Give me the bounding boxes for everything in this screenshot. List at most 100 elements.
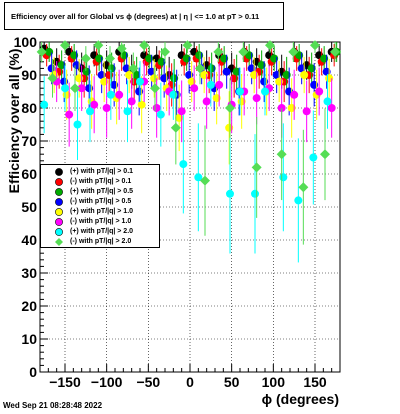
legend-label: (-) with pT/|q| > 2.0 [70, 238, 132, 245]
data-point [213, 46, 224, 57]
legend-item: (+) with pT/|q| > 2.0 [41, 227, 159, 237]
legend-label: (-) with pT/|q| > 0.5 [70, 198, 132, 205]
y-tick-label: 0 [29, 364, 37, 380]
data-point [40, 100, 49, 109]
y-tick-label: 50 [21, 199, 37, 215]
data-point [137, 100, 146, 109]
data-point [200, 175, 210, 186]
y-tick-label: 90 [21, 67, 37, 83]
data-point [136, 77, 144, 86]
legend-marker-icon [55, 238, 63, 246]
x-tick-label: 100 [262, 374, 286, 390]
legend-marker-icon [55, 188, 63, 196]
legend-marker-icon [55, 168, 63, 176]
data-point [139, 40, 150, 51]
data-point [320, 149, 330, 160]
x-axis-label: ϕ (degrees) [261, 391, 339, 407]
legend-marker-shape [55, 178, 63, 186]
data-point [106, 90, 115, 99]
axes: 0 10 20 30 40 50 60 70 80 90 100 −150 −100 −50 0 50 100 1… [14, 34, 341, 390]
data-point [60, 40, 70, 51]
data-point [276, 149, 287, 160]
data-point [128, 63, 139, 74]
data-point [252, 94, 261, 103]
data-point [182, 40, 193, 51]
data-point [294, 196, 303, 205]
legend-label: (+) with pT/|q| > 1.0 [70, 208, 134, 215]
data-point [330, 46, 340, 57]
data-point [277, 104, 286, 112]
data-point [177, 107, 186, 116]
data-point [115, 90, 124, 99]
x-tick-label: −150 [49, 374, 81, 390]
data-point [47, 73, 58, 84]
data-point [279, 173, 288, 182]
data-point [105, 53, 115, 64]
legend-marker-shape [55, 228, 63, 236]
data-point [300, 71, 309, 79]
data-point [206, 80, 215, 89]
data-point [170, 122, 181, 133]
legend-marker-icon [55, 178, 63, 186]
data-point [327, 104, 336, 112]
legend-item: (-) with pT/|q| > 0.1 [41, 177, 159, 187]
data-point [179, 160, 188, 169]
legend: (+) with pT/|q| > 0.1 (-) with pT/|q| > … [40, 164, 160, 248]
data-point [302, 107, 311, 116]
data-point [116, 43, 127, 54]
data-point [127, 97, 136, 106]
legend-marker-shape [55, 208, 63, 216]
y-tick-label: 60 [21, 166, 37, 182]
data-point [251, 162, 262, 173]
legend-marker-shape [55, 238, 63, 246]
data-point [236, 87, 244, 96]
data-point [265, 40, 275, 51]
data-point [323, 97, 332, 106]
legend-item: (-) with pT/|q| > 1.0 [41, 217, 159, 227]
legend-label: (+) with pT/|q| > 0.1 [70, 168, 134, 175]
legend-label: (+) with pT/|q| > 2.0 [70, 228, 134, 235]
legend-marker-shape [55, 168, 63, 176]
data-point [222, 67, 231, 76]
series [36, 40, 340, 245]
data-point [288, 46, 299, 57]
x-tick-label: −100 [91, 374, 123, 390]
legend-item: (+) with pT/|q| > 0.1 [41, 167, 159, 177]
data-point [238, 46, 249, 57]
x-tick-label: 150 [303, 374, 327, 390]
data-point [156, 110, 165, 119]
legend-label: (-) with pT/|q| > 0.1 [70, 178, 132, 185]
series [40, 61, 332, 263]
data-point [202, 97, 211, 106]
legend-label: (-) with pT/|q| > 1.0 [70, 218, 132, 225]
data-point [80, 53, 91, 64]
legend-marker-shape [55, 188, 63, 196]
x-tick-label: −50 [136, 374, 160, 390]
data-point [73, 120, 82, 129]
data-point [122, 64, 131, 73]
timestamp: Wed Sep 21 08:28:48 2022 [3, 401, 103, 410]
legend-marker-icon [55, 218, 63, 226]
chart-title: Efficiency over all for Global vs ϕ (deg… [11, 12, 260, 21]
legend-marker-shape [55, 198, 63, 206]
data-point [261, 87, 269, 96]
x-tick-label: 50 [224, 374, 240, 390]
legend-item: (-) with pT/|q| > 2.0 [41, 237, 159, 247]
chart-title-box: Efficiency over all for Global vs ϕ (deg… [4, 2, 284, 30]
data-point [102, 104, 111, 112]
x-tick-label: 0 [186, 374, 194, 390]
data-point [195, 63, 205, 74]
y-tick-label: 80 [21, 100, 37, 116]
data-point [90, 100, 99, 109]
data-point [61, 84, 69, 93]
data-point [190, 84, 199, 93]
data-point [226, 189, 234, 198]
series [52, 61, 336, 147]
data-point [150, 83, 160, 94]
data-point [251, 189, 259, 198]
y-tick-label: 40 [21, 232, 37, 248]
data-point [36, 46, 47, 57]
data-point [77, 84, 86, 93]
data-point [215, 80, 224, 89]
legend-item: (+) with pT/|q| > 1.0 [41, 207, 159, 217]
